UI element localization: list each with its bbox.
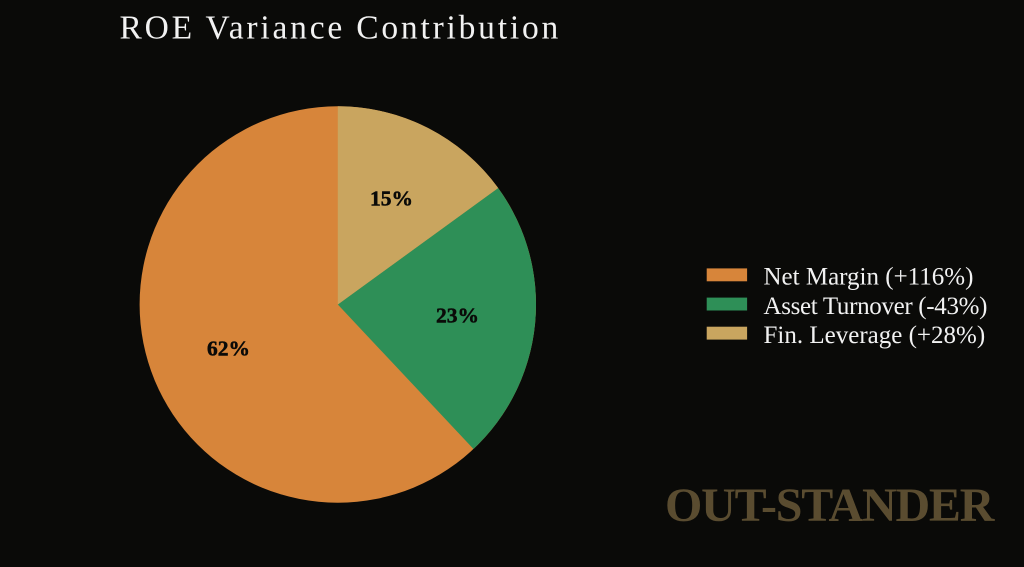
svg-text:Net Margin (+116%): Net Margin (+116%) bbox=[764, 264, 974, 291]
svg-text:23%: 23% bbox=[436, 304, 479, 328]
svg-text:ROE Variance Contribution: ROE Variance Contribution bbox=[120, 10, 562, 47]
svg-text:Fin. Leverage (+28%): Fin. Leverage (+28%) bbox=[764, 322, 986, 349]
svg-text:62%: 62% bbox=[207, 337, 250, 361]
svg-text:Asset Turnover (-43%): Asset Turnover (-43%) bbox=[764, 293, 988, 320]
svg-text:15%: 15% bbox=[370, 186, 413, 210]
svg-text:OUT-STANDER: OUT-STANDER bbox=[665, 479, 996, 532]
